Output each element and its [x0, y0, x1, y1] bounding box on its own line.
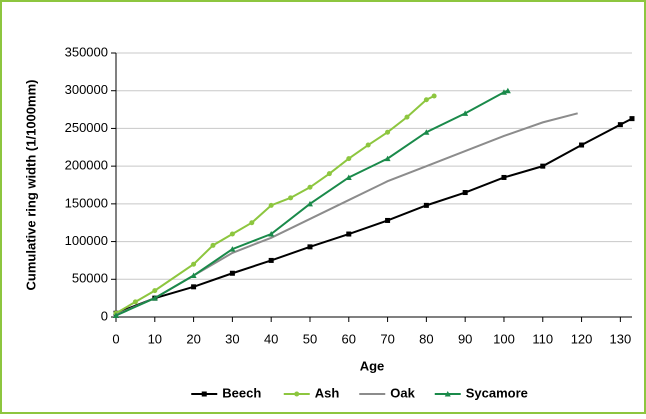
y-tick-label: 250000 [65, 120, 108, 135]
marker [540, 163, 546, 169]
legend-label: Ash [315, 385, 340, 400]
marker [504, 87, 511, 94]
x-tick-label: 90 [458, 331, 472, 346]
marker [307, 244, 313, 250]
marker [385, 129, 391, 135]
legend-marker [294, 391, 300, 397]
marker [151, 295, 158, 301]
marker [365, 142, 371, 148]
marker [579, 142, 585, 148]
marker [462, 110, 469, 116]
legend-label: Beech [222, 385, 261, 400]
marker [431, 93, 437, 99]
marker [229, 231, 235, 237]
legend-marker [201, 391, 207, 397]
x-tick-label: 10 [148, 331, 162, 346]
x-tick-label: 0 [112, 331, 119, 346]
marker [210, 242, 216, 248]
marker [190, 272, 197, 279]
legend-label: Sycamore [466, 385, 528, 400]
marker [268, 257, 274, 263]
marker [191, 284, 197, 290]
y-tick-label: 0 [101, 308, 108, 323]
x-tick-label: 110 [532, 331, 553, 346]
marker [113, 312, 119, 318]
x-tick-label: 120 [571, 331, 593, 346]
marker [500, 89, 507, 95]
y-axis-label: Cumulative ring width (1/1000mm) [23, 80, 38, 291]
marker [629, 116, 635, 122]
y-tick-label: 200000 [65, 158, 108, 173]
marker [288, 195, 294, 201]
y-tick-label: 50000 [72, 271, 108, 286]
marker [326, 171, 332, 177]
marker [346, 156, 352, 162]
x-axis-label: Age [360, 358, 385, 373]
y-tick-label: 100000 [65, 233, 108, 248]
x-tick-label: 30 [225, 331, 239, 346]
marker [423, 202, 429, 208]
marker [462, 190, 468, 196]
x-tick-label: 70 [380, 331, 394, 346]
x-tick-label: 130 [610, 331, 632, 346]
x-tick-label: 100 [493, 331, 515, 346]
legend-marker [444, 391, 451, 397]
marker [404, 114, 410, 120]
x-tick-label: 80 [419, 331, 433, 346]
x-tick-label: 40 [264, 331, 278, 346]
x-tick-label: 50 [303, 331, 317, 346]
x-tick-label: 60 [342, 331, 356, 346]
marker [617, 122, 623, 128]
marker [423, 97, 429, 103]
y-tick-label: 150000 [65, 195, 108, 210]
marker [229, 246, 236, 252]
marker [385, 217, 391, 223]
y-tick-label: 350000 [65, 44, 108, 59]
marker [229, 270, 235, 276]
marker [423, 129, 430, 135]
series-line [115, 89, 509, 317]
marker [268, 231, 275, 237]
marker [345, 174, 352, 180]
x-tick-label: 20 [186, 331, 200, 346]
marker [346, 231, 352, 237]
marker [307, 184, 313, 190]
legend-label: Oak [390, 385, 415, 400]
marker [268, 202, 274, 208]
marker [132, 299, 138, 305]
marker [501, 174, 507, 180]
marker [191, 261, 197, 267]
marker [384, 155, 391, 162]
y-tick-label: 300000 [65, 82, 108, 97]
marker [152, 288, 158, 294]
marker [306, 200, 313, 207]
marker [249, 220, 255, 226]
